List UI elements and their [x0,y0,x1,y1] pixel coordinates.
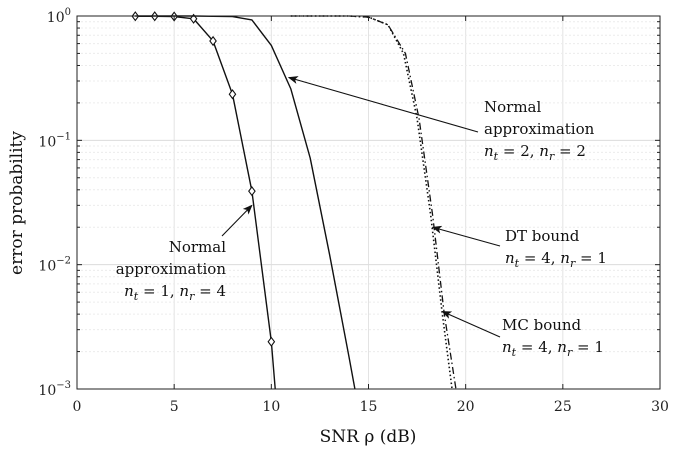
x-tick-label: 10 [262,399,280,415]
annotation-text: Normal [484,98,541,116]
annotation-arrow [441,311,501,338]
annotation-mc-bound: MC bound nt = 4, nr = 1 [441,311,604,359]
annotation-nt2-nr2: Normal approximation nt = 2, nr = 2 [287,76,595,163]
annotation-text: DT bound [505,227,580,245]
y-tick-label: 10−1 [38,131,71,150]
x-axis-label: SNR ρ (dB) [320,427,417,447]
annotation-dt-bound: DT bound nt = 4, nr = 1 [431,225,607,270]
x-tick-label: 5 [170,399,179,415]
annotation-text: approximation [116,260,227,278]
y-tick-label: 100 [47,7,71,26]
annotation-text: MC bound [502,316,582,334]
diamond-marker [267,336,276,347]
grid [77,16,660,389]
x-tick-label: 20 [457,399,475,415]
annotation-nt1-nr4: Normal approximation nt = 1, nr = 4 [116,204,253,303]
diamond-marker [228,89,237,100]
annotation-math: nt = 4, nr = 1 [505,249,607,270]
annotations: Normal approximation nt = 1, nr = 4 Normal a… [116,76,607,359]
diamond-marker [209,35,217,47]
y-axis-label: error probability [7,131,27,275]
annotation-math: nt = 2, nr = 2 [484,142,586,163]
annotation-arrow [221,204,253,237]
x-tick-label: 30 [651,399,669,415]
annotation-text: approximation [484,120,595,138]
annotation-arrow [431,225,501,247]
annotation-math: nt = 4, nr = 1 [502,338,604,359]
annotation-arrow [287,76,479,133]
y-tick-label: 10−3 [38,380,71,399]
x-tick-label: 0 [73,399,82,415]
x-tick-label: 25 [554,399,572,415]
ticks: 0 5 10 15 20 25 30 10−3 10−2 10−1 100 [38,7,668,415]
x-tick-label: 15 [360,399,378,415]
y-tick-label: 10−2 [38,256,71,275]
annotation-math: nt = 1, nr = 4 [124,282,226,303]
diamond-marker [248,186,256,197]
annotation-text: Normal [169,238,226,256]
